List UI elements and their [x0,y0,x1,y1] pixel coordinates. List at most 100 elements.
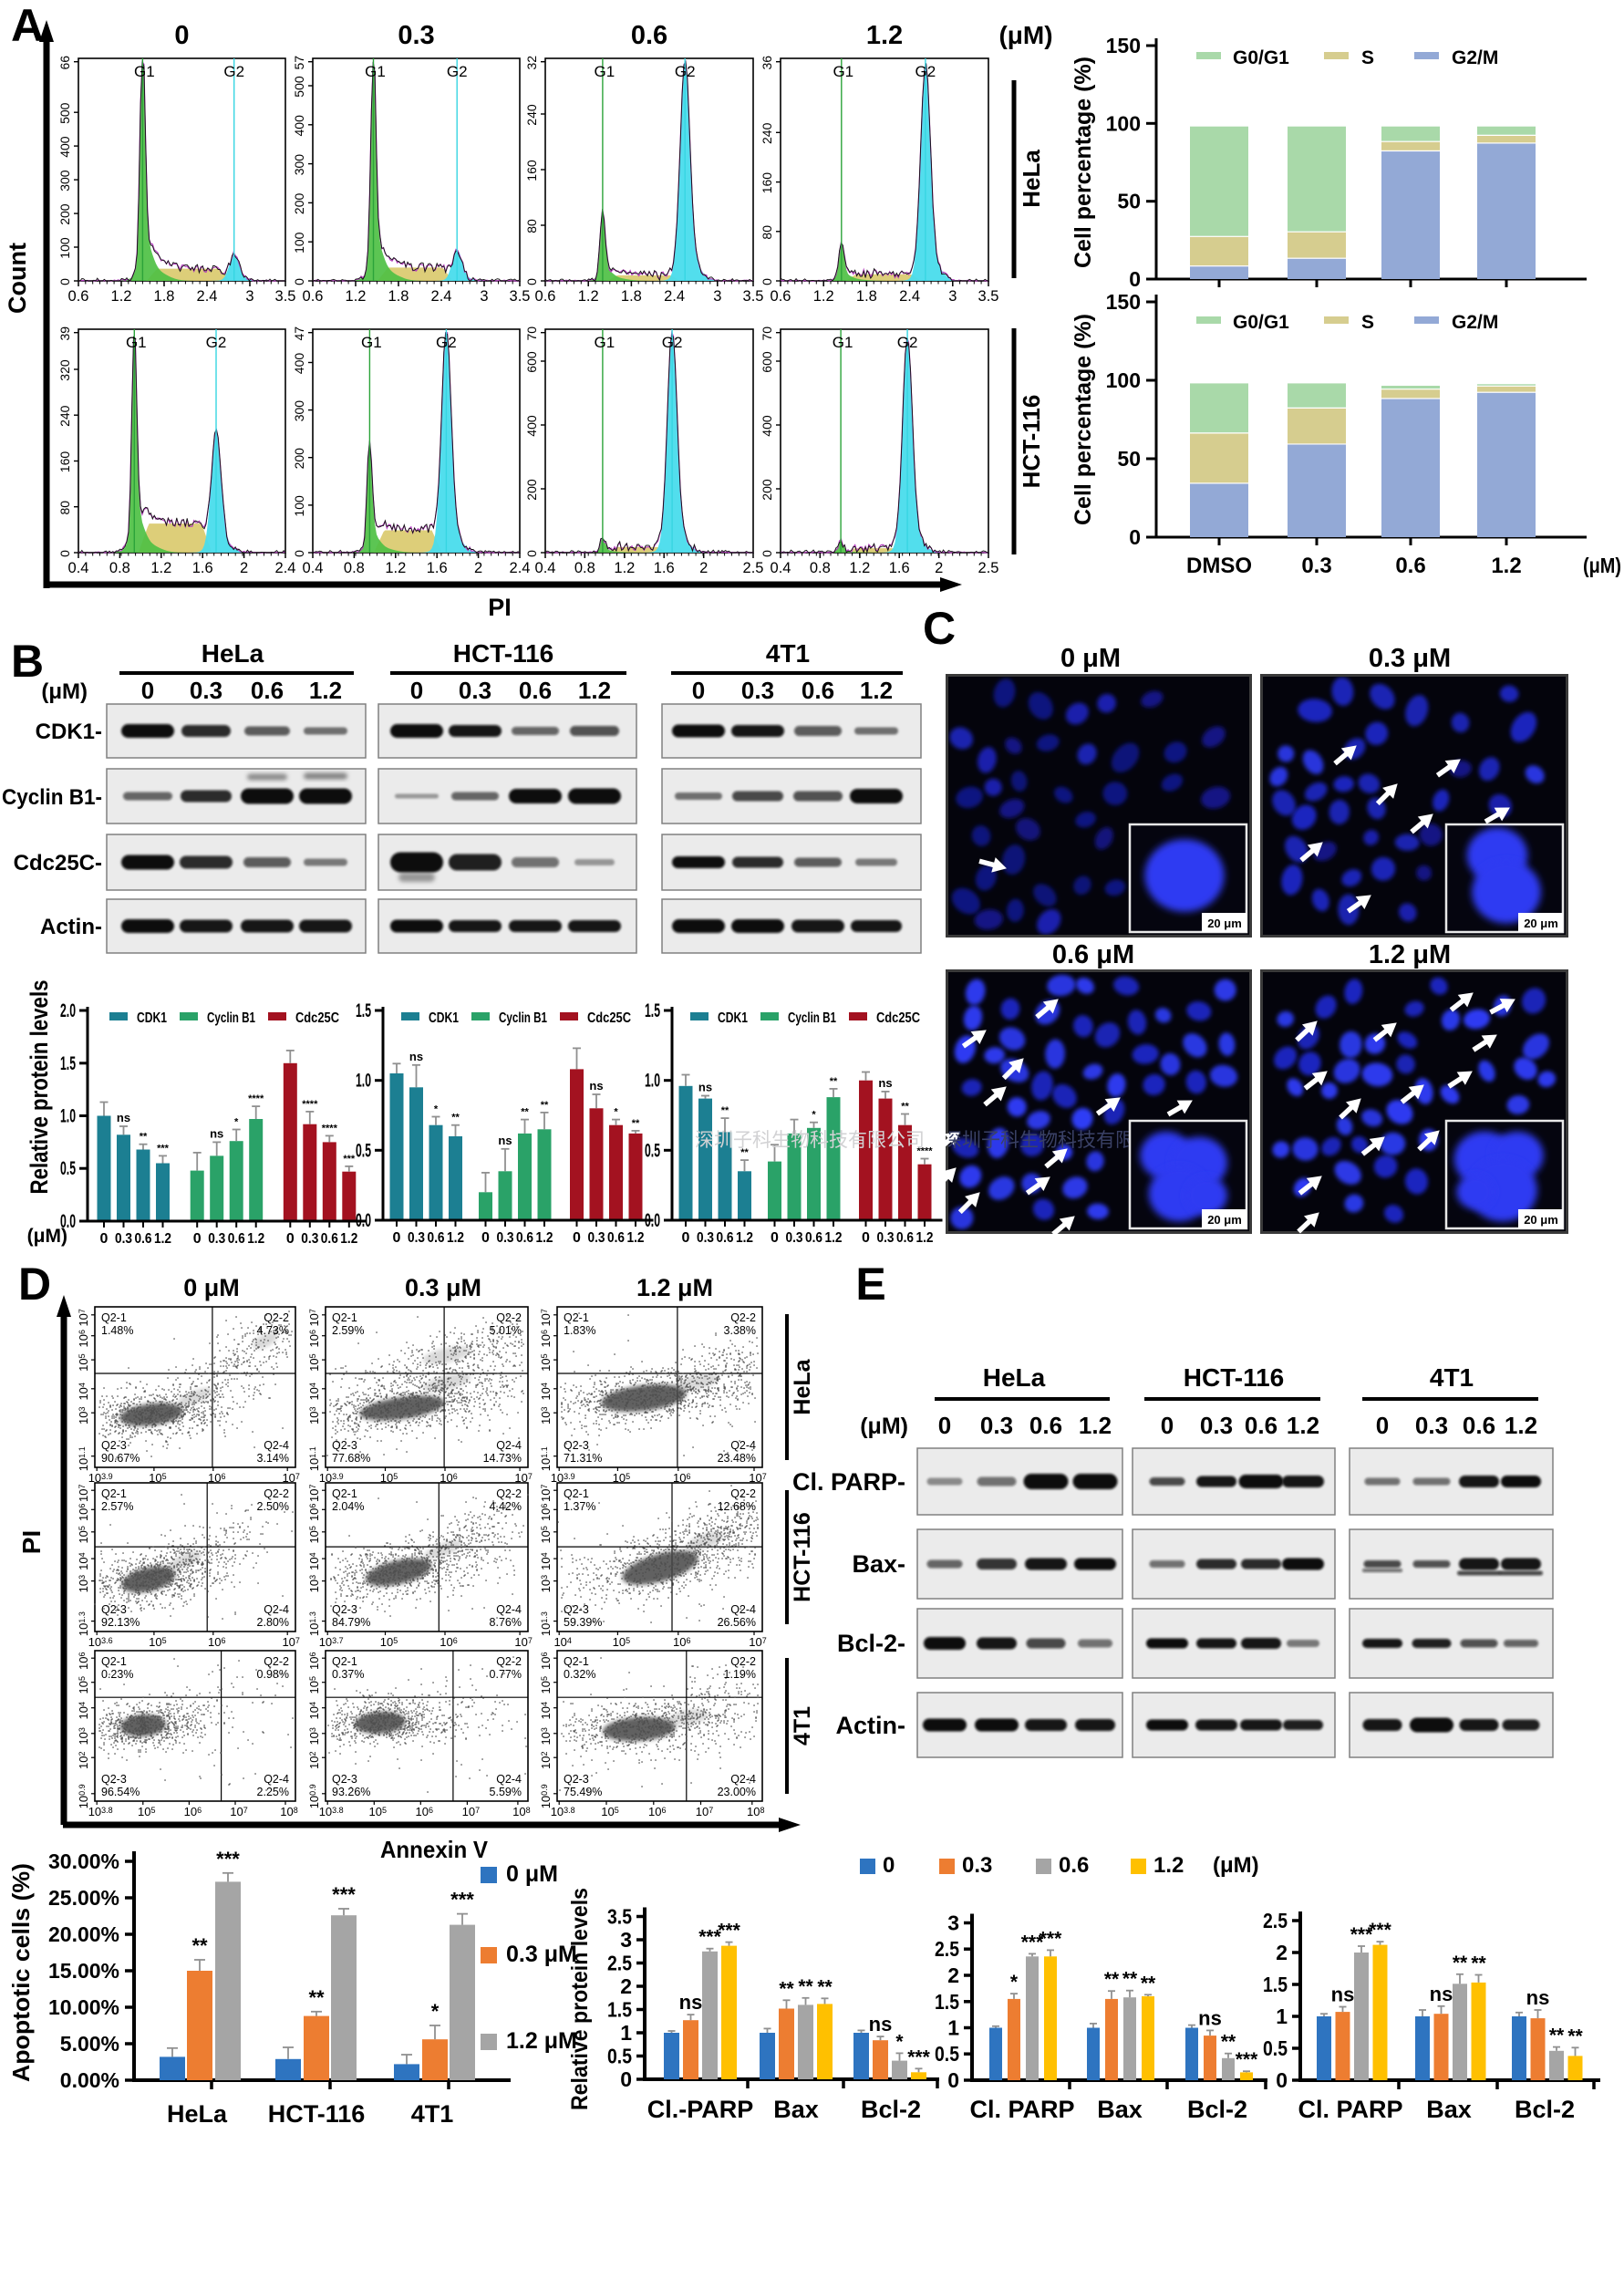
svg-text:0.6: 0.6 [771,288,791,305]
svg-text:0: 0 [410,677,423,704]
svg-text:106: 106 [77,1504,90,1521]
svg-text:*: * [1010,1972,1019,1993]
svg-text:0.6: 0.6 [717,1230,734,1246]
svg-text:0.6: 0.6 [68,288,89,305]
svg-text:106: 106 [539,1330,553,1347]
svg-text:200: 200 [524,479,539,501]
svg-text:0: 0 [682,1230,690,1246]
svg-text:20 μm: 20 μm [1524,917,1558,930]
svg-text:104: 104 [539,1383,553,1400]
svg-text:4T1: 4T1 [766,639,810,668]
svg-text:3.5: 3.5 [978,288,999,305]
svg-text:Relative protein levels: Relative protein levels [26,980,53,1195]
svg-text:0: 0 [1376,1412,1389,1439]
svg-text:20 μm: 20 μm [1207,1213,1242,1227]
svg-text:103: 103 [539,1575,553,1592]
svg-text:200: 200 [57,203,72,225]
svg-text:107: 107 [749,1471,766,1485]
svg-text:***: *** [698,1927,721,1948]
svg-text:80: 80 [57,501,72,515]
svg-text:93.26%: 93.26% [332,1786,370,1798]
svg-text:****: **** [916,1146,933,1157]
svg-text:Q2-3: Q2-3 [564,1603,589,1616]
svg-text:0.3: 0.3 [741,677,774,704]
svg-text:0.6: 0.6 [1245,1412,1277,1439]
svg-text:59.39%: 59.39% [564,1616,602,1629]
svg-text:106: 106 [440,1635,457,1649]
svg-text:0: 0 [1276,2068,1288,2092]
svg-text:0.8: 0.8 [109,560,130,576]
svg-text:5.01%: 5.01% [490,1324,522,1337]
svg-text:105: 105 [149,1635,166,1649]
svg-text:105: 105 [77,1676,90,1694]
svg-text:2.57%: 2.57% [101,1500,133,1513]
svg-text:**: ** [308,1986,325,2009]
svg-text:**: ** [1471,1953,1486,1974]
svg-text:G2/M: G2/M [1452,47,1498,68]
svg-text:3.14%: 3.14% [257,1452,289,1465]
svg-text:103.8: 103.8 [319,1805,344,1818]
svg-text:240: 240 [57,405,72,427]
svg-text:103: 103 [77,1406,90,1424]
svg-text:G1: G1 [595,334,615,351]
svg-text:***: *** [907,2046,930,2067]
svg-text:0.6: 0.6 [1395,554,1425,578]
svg-text:103.6: 103.6 [88,1635,113,1649]
svg-text:2.5: 2.5 [1263,1909,1288,1932]
svg-text:**: ** [1453,1953,1468,1973]
svg-text:Cdc25C: Cdc25C [587,1010,631,1026]
svg-text:Q2-3: Q2-3 [101,1439,127,1452]
svg-text:ns: ns [679,1991,703,2014]
svg-text:0.32%: 0.32% [564,1668,595,1681]
svg-text:106: 106 [416,1805,433,1818]
svg-text:**: ** [1104,1969,1120,1990]
svg-text:1.2: 1.2 [866,21,903,50]
svg-text:104: 104 [307,1383,321,1400]
svg-text:Q2-3: Q2-3 [332,1603,357,1616]
svg-text:107: 107 [539,1484,553,1501]
svg-text:**: ** [140,1132,148,1143]
svg-text:Q2-3: Q2-3 [564,1439,589,1452]
svg-text:G2: G2 [206,334,227,351]
svg-text:0.3: 0.3 [588,1230,605,1246]
svg-text:1.6: 1.6 [427,560,448,576]
svg-text:ns: ns [1526,1986,1550,2009]
svg-text:1.2: 1.2 [154,1231,171,1247]
svg-text:0.4: 0.4 [535,560,556,576]
svg-text:107: 107 [307,1484,321,1501]
svg-text:0.3: 0.3 [208,1231,225,1247]
svg-text:0: 0 [292,550,306,557]
svg-text:1.2: 1.2 [111,288,132,305]
svg-text:103: 103 [307,1406,321,1424]
svg-text:0: 0 [524,278,539,285]
svg-text:3.5: 3.5 [510,288,531,305]
svg-text:106: 106 [307,1330,321,1347]
svg-text:2.5: 2.5 [935,1937,959,1961]
svg-text:(μM): (μM) [1583,554,1621,577]
svg-text:0.4: 0.4 [68,560,89,576]
svg-text:0.6: 0.6 [1059,1853,1089,1878]
svg-text:2.25%: 2.25% [257,1786,289,1798]
svg-text:PI: PI [17,1530,46,1554]
svg-text:Q2-2: Q2-2 [264,1487,289,1500]
svg-text:500: 500 [292,76,306,98]
svg-text:Q2-1: Q2-1 [564,1655,589,1668]
svg-text:10.00%: 10.00% [48,1995,119,2019]
svg-text:108: 108 [512,1805,530,1818]
svg-text:Q2-3: Q2-3 [101,1603,127,1616]
svg-text:G0/G1: G0/G1 [1233,47,1289,68]
svg-text:Q2-3: Q2-3 [101,1773,127,1786]
svg-text:2.5: 2.5 [978,560,999,576]
svg-text:240: 240 [760,122,774,144]
svg-text:ns: ns [409,1050,423,1063]
svg-text:84.79%: 84.79% [332,1616,370,1629]
svg-text:0.3: 0.3 [980,1412,1013,1439]
svg-text:Q2-1: Q2-1 [564,1487,589,1500]
svg-text:105: 105 [601,1805,618,1818]
svg-text:107: 107 [539,1309,553,1326]
svg-text:100.9: 100.9 [307,1784,321,1808]
svg-text:2.04%: 2.04% [332,1500,364,1513]
svg-text:0.0: 0.0 [645,1210,660,1231]
svg-text:1.8: 1.8 [154,288,175,305]
svg-text:2.5: 2.5 [607,1952,632,1975]
